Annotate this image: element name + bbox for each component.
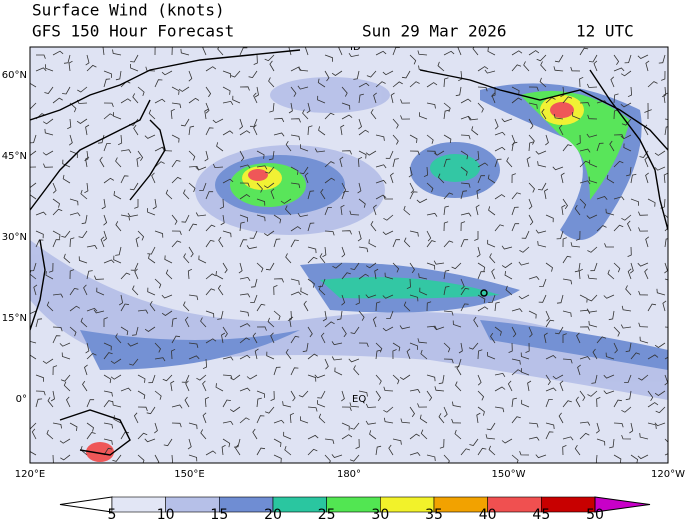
colorbar-label: 50 bbox=[586, 507, 604, 523]
time: 12 UTC bbox=[576, 22, 634, 41]
colorbar-label: 40 bbox=[479, 507, 497, 523]
coastlines bbox=[30, 49, 668, 456]
axes: 60°N 45°N 30°N 15°N 0° 120°E 150°E 180° 150°W 120… bbox=[2, 70, 685, 480]
colorbar-label: 10 bbox=[157, 507, 175, 523]
equator-label: EQ bbox=[352, 394, 366, 405]
lat-label: 45°N bbox=[2, 151, 27, 162]
map: EQ ID bbox=[30, 42, 668, 463]
lon-label: 120°E bbox=[15, 469, 45, 480]
lon-label: 150°E bbox=[174, 469, 204, 480]
lat-label: 30°N bbox=[2, 232, 27, 243]
map-annotations: EQ ID bbox=[350, 42, 366, 405]
colorbar-label: 5 bbox=[108, 507, 117, 523]
lat-label: 0° bbox=[16, 394, 27, 405]
colorbar-label: 25 bbox=[318, 507, 336, 523]
wind-shading bbox=[30, 77, 668, 462]
subtitle: GFS 150 Hour Forecast bbox=[32, 22, 234, 41]
colorbar-label: 45 bbox=[532, 507, 550, 523]
colorbar-over bbox=[594, 496, 651, 513]
colorbar-label: 15 bbox=[210, 507, 228, 523]
colorbar-under bbox=[59, 496, 113, 513]
colorbar-label: 35 bbox=[425, 507, 443, 523]
title: Surface Wind (knots) bbox=[32, 1, 225, 20]
lon-label: 150°W bbox=[492, 469, 526, 480]
colorbar: 5 10 15 20 25 30 35 40 45 50 bbox=[59, 496, 651, 523]
dateline-label: ID bbox=[350, 42, 361, 53]
date: Sun 29 Mar 2026 bbox=[362, 22, 507, 41]
wind-barbs bbox=[30, 47, 668, 463]
colorbar-label: 20 bbox=[264, 507, 282, 523]
lat-label: 15°N bbox=[2, 313, 27, 324]
map-frame bbox=[29, 46, 669, 464]
lon-label: 180° bbox=[337, 469, 361, 480]
lat-label: 60°N bbox=[2, 70, 27, 81]
lon-label: 120°W bbox=[651, 469, 685, 480]
colorbar-label: 30 bbox=[371, 507, 389, 523]
